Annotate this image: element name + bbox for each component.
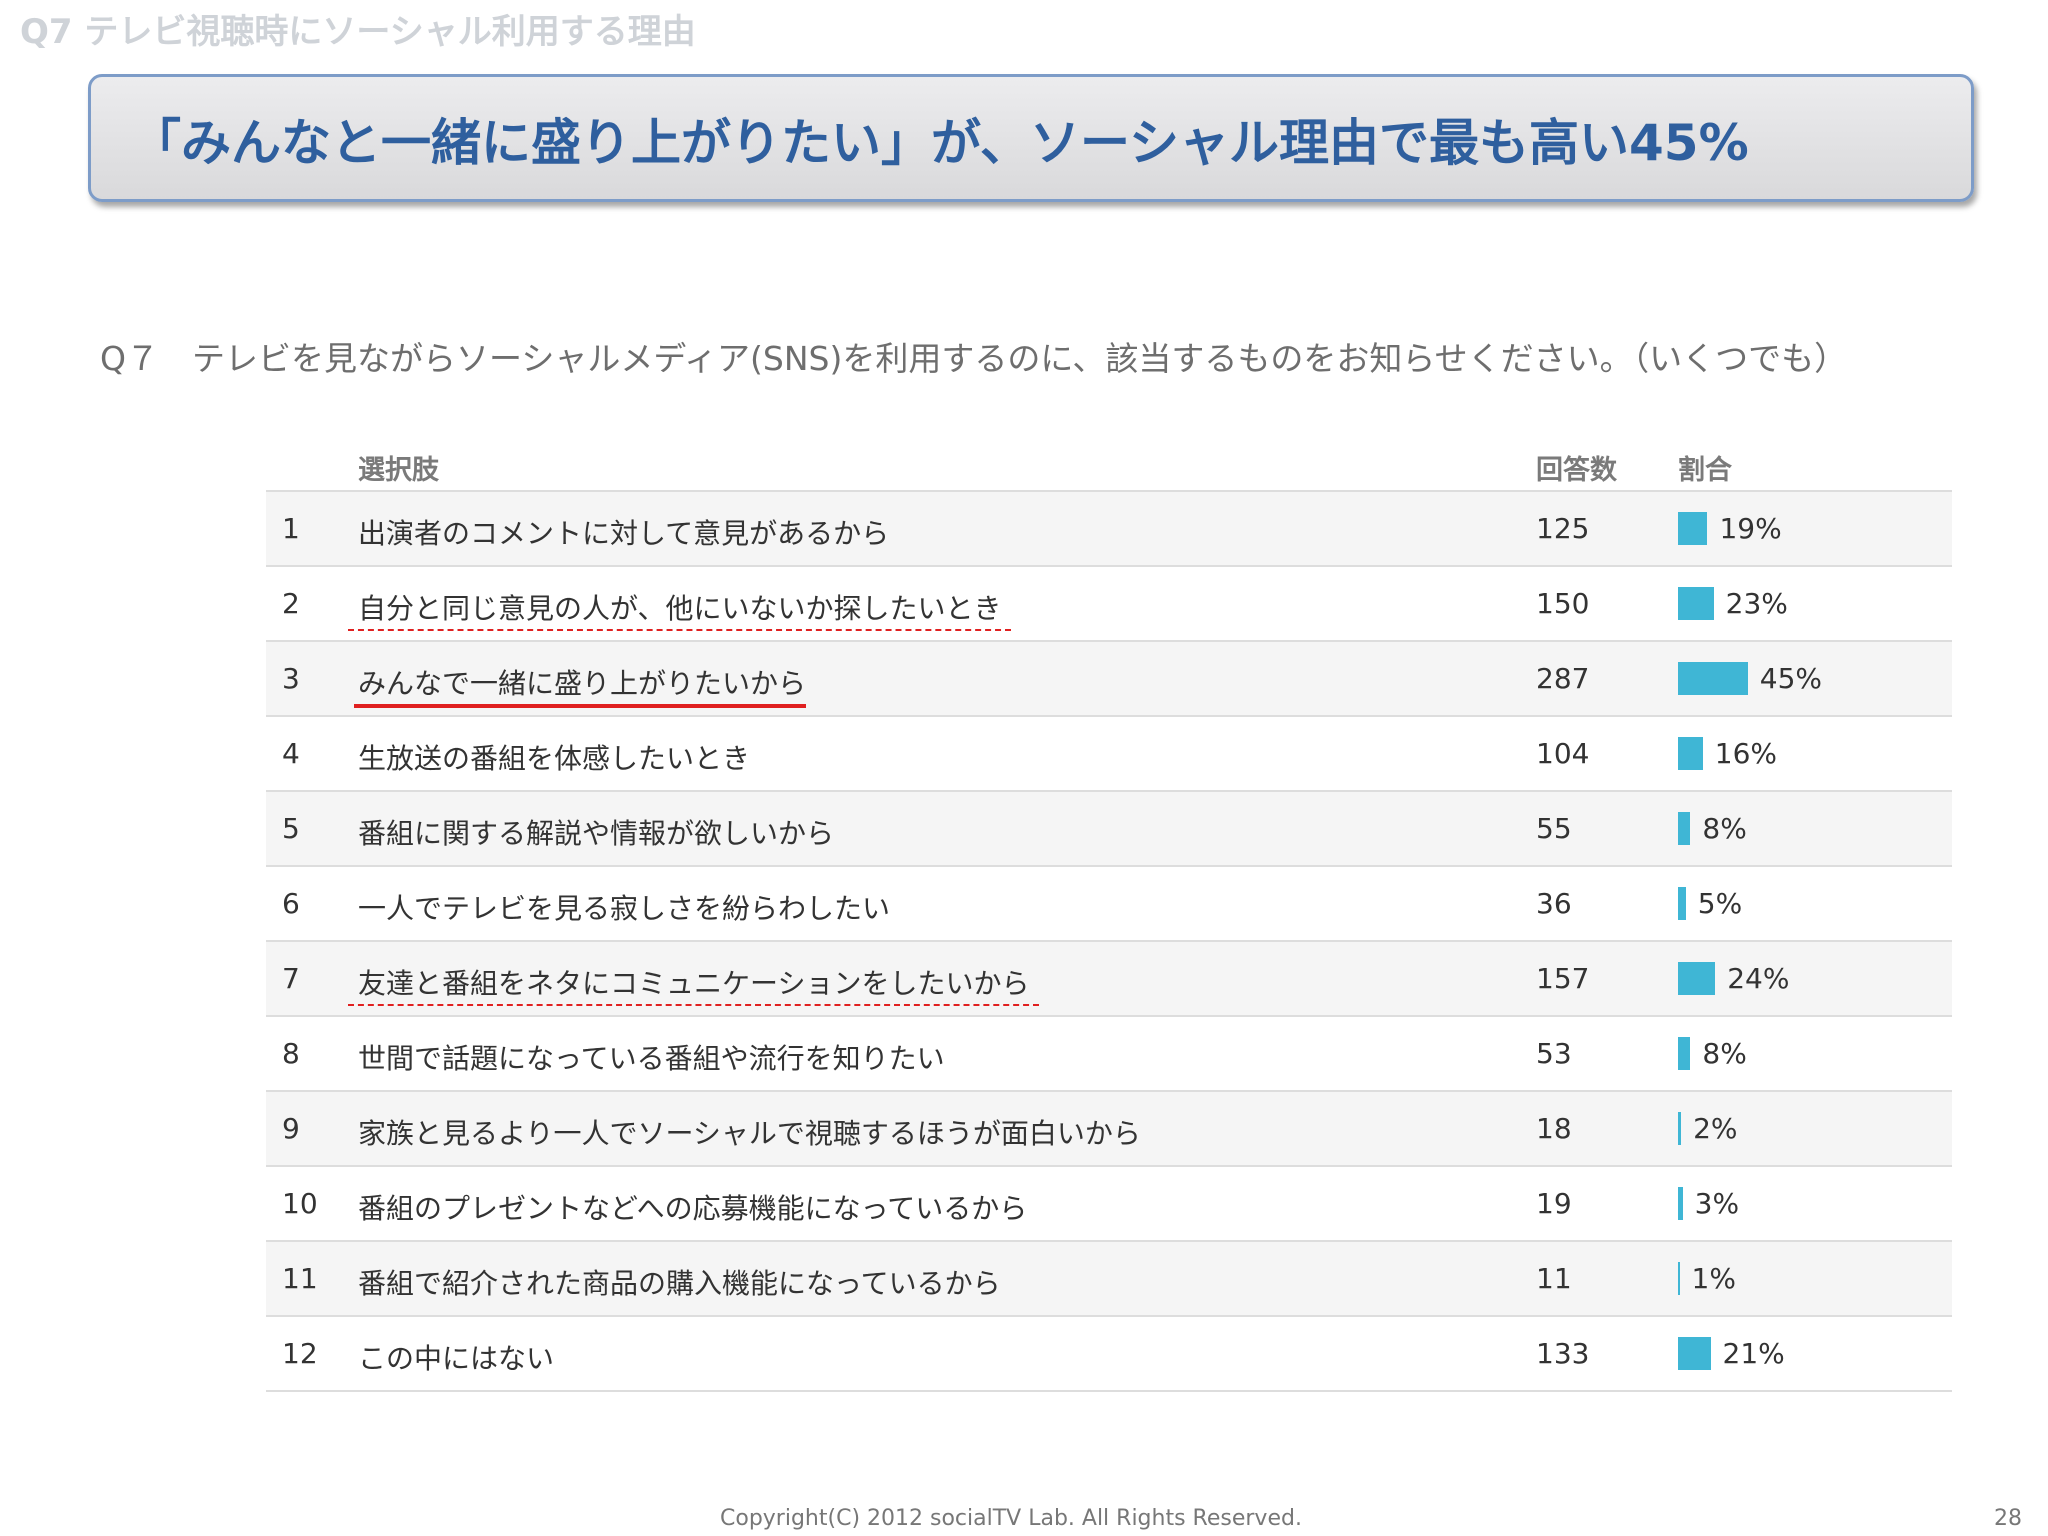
- row-count: 19: [1536, 1187, 1572, 1220]
- row-number: 7: [282, 962, 300, 995]
- row-number: 4: [282, 737, 300, 770]
- header-count: 回答数: [1536, 455, 1617, 486]
- ratio-bar: [1678, 962, 1716, 995]
- row-number: 10: [282, 1187, 318, 1220]
- highlight-underline: [348, 1004, 1039, 1006]
- row-ratio: 3%: [1694, 1187, 1740, 1220]
- row-count: 150: [1536, 587, 1590, 620]
- table-row: 11 番組で紹介された商品の購入機能になっているから 11 1%: [266, 1242, 1952, 1317]
- highlight-underline: [354, 704, 806, 708]
- row-ratio: 5%: [1697, 887, 1743, 920]
- row-label: みんなで一緒に盛り上がりたいから: [358, 667, 807, 700]
- row-label: 家族と見るより一人でソーシャルで視聴するほうが面白いから: [358, 1117, 1141, 1150]
- table-row: 3 みんなで一緒に盛り上がりたいから 287 45%: [266, 642, 1952, 717]
- row-number: 12: [282, 1337, 318, 1370]
- row-number: 8: [282, 1037, 300, 1070]
- copyright-footer: Copyright(C) 2012 socialTV Lab. All Righ…: [720, 1506, 1302, 1531]
- row-ratio: 1%: [1691, 1262, 1736, 1295]
- headline-box: 「みんなと一緒に盛り上がりたい」が、ソーシャル理由で最も高い45%: [88, 74, 1974, 202]
- row-label: 番組で紹介された商品の購入機能になっているから: [358, 1267, 1001, 1300]
- ratio-bar: [1678, 1112, 1682, 1145]
- row-label: 出演者のコメントに対して意見があるから: [358, 517, 890, 550]
- ratio-bar: [1678, 737, 1703, 770]
- row-number: 1: [282, 512, 300, 545]
- row-label: 自分と同じ意見の人が、他にいないか探したいとき: [358, 592, 1002, 625]
- table-body: 1 出演者のコメントに対して意見があるから 125 19% 2 自分と同じ意見の人が、他に…: [266, 492, 1952, 1392]
- table-row: 1 出演者のコメントに対して意見があるから 125 19%: [266, 492, 1952, 567]
- ratio-bar: [1678, 1337, 1711, 1370]
- row-ratio: 23%: [1725, 587, 1788, 620]
- row-ratio: 8%: [1702, 812, 1747, 845]
- row-label: 番組のプレゼントなどへの応募機能になっているから: [358, 1192, 1028, 1225]
- row-label: 番組に関する解説や情報が欲しいから: [358, 817, 835, 850]
- ratio-bar: [1678, 812, 1691, 845]
- row-label: 友達と番組をネタにコミュニケーションをしたいから: [358, 967, 1030, 1000]
- ratio-bar: [1678, 887, 1686, 920]
- row-number: 11: [282, 1262, 318, 1295]
- table-row: 4 生放送の番組を体感したいとき 104 16%: [266, 717, 1952, 792]
- row-count: 36: [1536, 887, 1572, 920]
- row-count: 53: [1536, 1037, 1572, 1070]
- row-count: 133: [1536, 1337, 1590, 1370]
- ratio-bar: [1678, 587, 1714, 620]
- results-table: 選択肢 回答数 割合 1 出演者のコメントに対して意見があるから 125 19% 2 自分…: [266, 440, 1952, 1392]
- row-number: 5: [282, 812, 300, 845]
- row-label: 一人でテレビを見る寂しさを紛らわしたい: [358, 892, 891, 925]
- row-count: 11: [1536, 1262, 1572, 1295]
- row-label: この中にはない: [358, 1342, 555, 1375]
- row-count: 55: [1536, 812, 1572, 845]
- row-count: 157: [1536, 962, 1590, 995]
- table-row: 9 家族と見るより一人でソーシャルで視聴するほうが面白いから 18 2%: [266, 1092, 1952, 1167]
- row-ratio: 16%: [1714, 737, 1778, 770]
- row-ratio: 8%: [1702, 1037, 1747, 1070]
- page-header: Q7 テレビ視聴時にソーシャル利用する理由: [20, 12, 696, 52]
- table-header: 選択肢 回答数 割合: [266, 440, 1952, 492]
- ratio-bar: [1678, 512, 1708, 545]
- question-text: Q７ テレビを見ながらソーシャルメディア(SNS)を利用するのに、該当するものを…: [100, 339, 1848, 378]
- row-number: 6: [282, 887, 300, 920]
- ratio-bar: [1678, 662, 1748, 695]
- highlight-underline: [348, 629, 1011, 631]
- row-ratio: 19%: [1719, 512, 1782, 545]
- table-row: 10 番組のプレゼントなどへの応募機能になっているから 19 3%: [266, 1167, 1952, 1242]
- page-number: 28: [1994, 1506, 2022, 1531]
- row-number: 2: [282, 587, 300, 620]
- table-row: 12 この中にはない 133 21%: [266, 1317, 1952, 1392]
- table-row: 2 自分と同じ意見の人が、他にいないか探したいとき 150 23%: [266, 567, 1952, 642]
- ratio-bar: [1678, 1187, 1683, 1220]
- header-ratio: 割合: [1678, 455, 1732, 486]
- row-count: 18: [1536, 1112, 1572, 1145]
- row-count: 287: [1536, 662, 1590, 695]
- row-ratio: 45%: [1759, 662, 1822, 695]
- row-number: 3: [282, 662, 300, 695]
- ratio-bar: [1678, 1262, 1680, 1295]
- headline: 「みんなと一緒に盛り上がりたい」が、ソーシャル理由で最も高い45%: [131, 114, 1749, 172]
- row-ratio: 24%: [1727, 962, 1790, 995]
- row-label: 世間で話題になっている番組や流行を知りたい: [358, 1042, 945, 1075]
- row-ratio: 21%: [1722, 1337, 1785, 1370]
- row-ratio: 2%: [1693, 1112, 1738, 1145]
- row-count: 104: [1536, 737, 1590, 770]
- row-number: 9: [282, 1112, 300, 1145]
- table-row: 6 一人でテレビを見る寂しさを紛らわしたい 36 5%: [266, 867, 1952, 942]
- ratio-bar: [1678, 1037, 1691, 1070]
- row-label: 生放送の番組を体感したいとき: [358, 742, 751, 775]
- table-row: 7 友達と番組をネタにコミュニケーションをしたいから 157 24%: [266, 942, 1952, 1017]
- header-choice: 選択肢: [358, 455, 439, 486]
- table-row: 8 世間で話題になっている番組や流行を知りたい 53 8%: [266, 1017, 1952, 1092]
- row-count: 125: [1536, 512, 1590, 545]
- table-row: 5 番組に関する解説や情報が欲しいから 55 8%: [266, 792, 1952, 867]
